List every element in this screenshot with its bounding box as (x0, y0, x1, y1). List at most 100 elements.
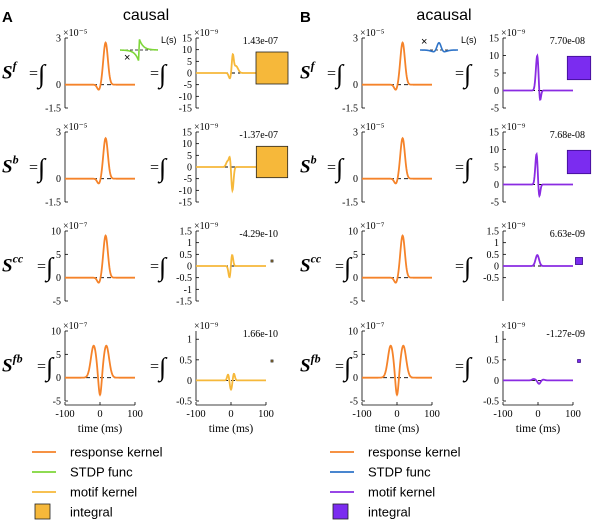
y-tick-label: 0 (353, 373, 358, 384)
y-tick-label: -1.5 (45, 198, 61, 209)
y-tick-label: 0 (56, 174, 61, 185)
row-label-superscript: f (311, 59, 316, 73)
y-tick-label: -15 (179, 104, 192, 115)
y-tick-label: -0.5 (176, 273, 192, 284)
subplot-a-row-1: Sf = ∫ = ∫×10⁻⁵30-1.5×10⁻⁹151050-5-10-151.43… (2, 28, 289, 115)
equals-sign: = (327, 66, 336, 83)
y-tick-label: 10 (348, 327, 358, 338)
motif-kernel-curve (196, 155, 266, 194)
motif-kernel-curve (196, 372, 266, 392)
y-tick-label: -0.5 (483, 273, 499, 284)
y-exponent-label: ×10⁻⁹ (194, 122, 219, 133)
integral-box (566, 55, 592, 81)
y-tick-label: 0 (353, 174, 358, 185)
response-axes: ×10⁻⁵3 0 -1.5 (342, 28, 432, 115)
x-axis-label: time (ms) (209, 423, 254, 435)
y-tick-label: -1.5 (342, 198, 358, 209)
y-exponent-label: ×10⁻⁵ (63, 28, 87, 39)
stdp-inset: L(s) × (119, 35, 177, 64)
y-tick-label: 0 (494, 262, 499, 273)
y-tick-label: 0 (353, 273, 358, 284)
y-exponent-label: ×10⁻⁹ (194, 28, 219, 39)
y-exponent-label: ×10⁻⁷ (63, 321, 88, 332)
integral-value: 1.66e-10 (243, 329, 278, 340)
y-tick-label: 0 (56, 273, 61, 284)
response-axes: ×10⁻⁷10 5 0 -5-100 0 100 time (ms) (348, 321, 440, 435)
x-tick-label: 0 (97, 409, 102, 420)
row-label-superscript: cc (13, 252, 24, 266)
legend-item-2: STDP func (32, 465, 133, 480)
x-tick-label: 100 (424, 409, 440, 420)
y-tick-label: 0.5 (180, 250, 193, 261)
motif-axes: ×10⁻⁹15 10 5 0 -5 7.68e-08 (489, 122, 592, 209)
y-tick-label: 0 (56, 373, 61, 384)
y-tick-label: -5 (184, 174, 192, 185)
y-exponent-label: ×10⁻⁹ (501, 28, 526, 39)
integral-box (577, 359, 581, 363)
y-exponent-label: ×10⁻⁹ (501, 122, 526, 133)
row-label-cc: Scc (2, 252, 24, 277)
panel-title-causal: causal (123, 7, 169, 24)
inset-label: L(s) (161, 35, 177, 45)
response-kernel-curve (362, 41, 432, 91)
y-tick-label: 15 (489, 128, 499, 139)
panel-b-header: B acausal (300, 7, 472, 26)
legend-item-1: response kernel (32, 445, 163, 460)
y-tick-label: 10 (51, 327, 61, 338)
stdp-function-curve (119, 39, 159, 61)
y-tick-label: -5 (53, 397, 61, 408)
row-label-superscript: cc (311, 252, 322, 266)
x-axis-label: time (ms) (375, 423, 420, 435)
y-tick-label: 15 (182, 34, 192, 45)
y-tick-label: -1.5 (176, 297, 192, 308)
integral-box (255, 145, 289, 179)
y-exponent-label: ×10⁻⁷ (360, 221, 385, 232)
y-tick-label: -5 (491, 104, 499, 115)
integral-symbol: ∫ (342, 353, 353, 383)
y-tick-label: 0.5 (180, 355, 193, 366)
y-tick-label: -10 (179, 186, 192, 197)
legend-label: integral (368, 505, 411, 520)
equals-sign: = (335, 359, 344, 376)
response-kernel-curve (65, 234, 135, 284)
integral-symbol: ∫ (157, 353, 168, 383)
x-axis-label: time (ms) (78, 423, 123, 435)
integral-symbol: ∫ (44, 353, 55, 383)
x-tick-label: 0 (535, 409, 540, 420)
y-tick-label: 3 (56, 128, 61, 139)
y-tick-label: 0 (494, 86, 499, 97)
legend-box-swatch (332, 503, 349, 520)
x-axis-label: time (ms) (516, 423, 561, 435)
motif-kernel-curve (196, 254, 266, 279)
integral-value: -1.37e-07 (239, 130, 278, 141)
y-tick-label: 0 (494, 180, 499, 191)
legend-panel-b: response kernel STDP func motif kernel inte… (330, 445, 461, 520)
panel-letter-b: B (300, 9, 311, 26)
row-label-f: Sf (2, 59, 18, 84)
y-tick-label: 10 (348, 227, 358, 238)
y-exponent-label: ×10⁻⁵ (360, 122, 384, 133)
y-exponent-label: ×10⁻⁷ (63, 221, 88, 232)
y-tick-label: 1 (494, 335, 499, 346)
inset-cross-marker: × (124, 52, 130, 64)
subplot-b-row-3: Scc = ∫ = ∫×10⁻⁷1050-5×10⁻⁹1.510.50-0.56.63e… (300, 221, 585, 308)
response-kernel-curve (65, 136, 135, 185)
equals-sign: = (150, 359, 159, 376)
equals-sign: = (29, 66, 38, 83)
y-tick-label: 1.5 (487, 227, 500, 238)
equals-sign: = (455, 66, 464, 83)
y-tick-label: 10 (182, 45, 192, 56)
motif-axes: ×10⁻⁹1.510.50-0.5 6.63e-09 (483, 221, 585, 301)
response-kernel-curve (362, 344, 432, 397)
legend-item-2: STDP func (330, 465, 431, 480)
motif-kernel-curve (503, 254, 573, 267)
motif-axes: ×10⁻⁹15 10 5 0 -5 7.70e-08 (489, 28, 592, 115)
legend-label: motif kernel (70, 485, 137, 500)
y-tick-label: 0.5 (487, 250, 500, 261)
motif-axes: ×10⁻⁹1.510.50-0.5-1-1.5 -4.29e-10 (176, 221, 278, 308)
integral-symbol: ∫ (462, 154, 473, 184)
y-tick-label: 5 (353, 250, 358, 261)
